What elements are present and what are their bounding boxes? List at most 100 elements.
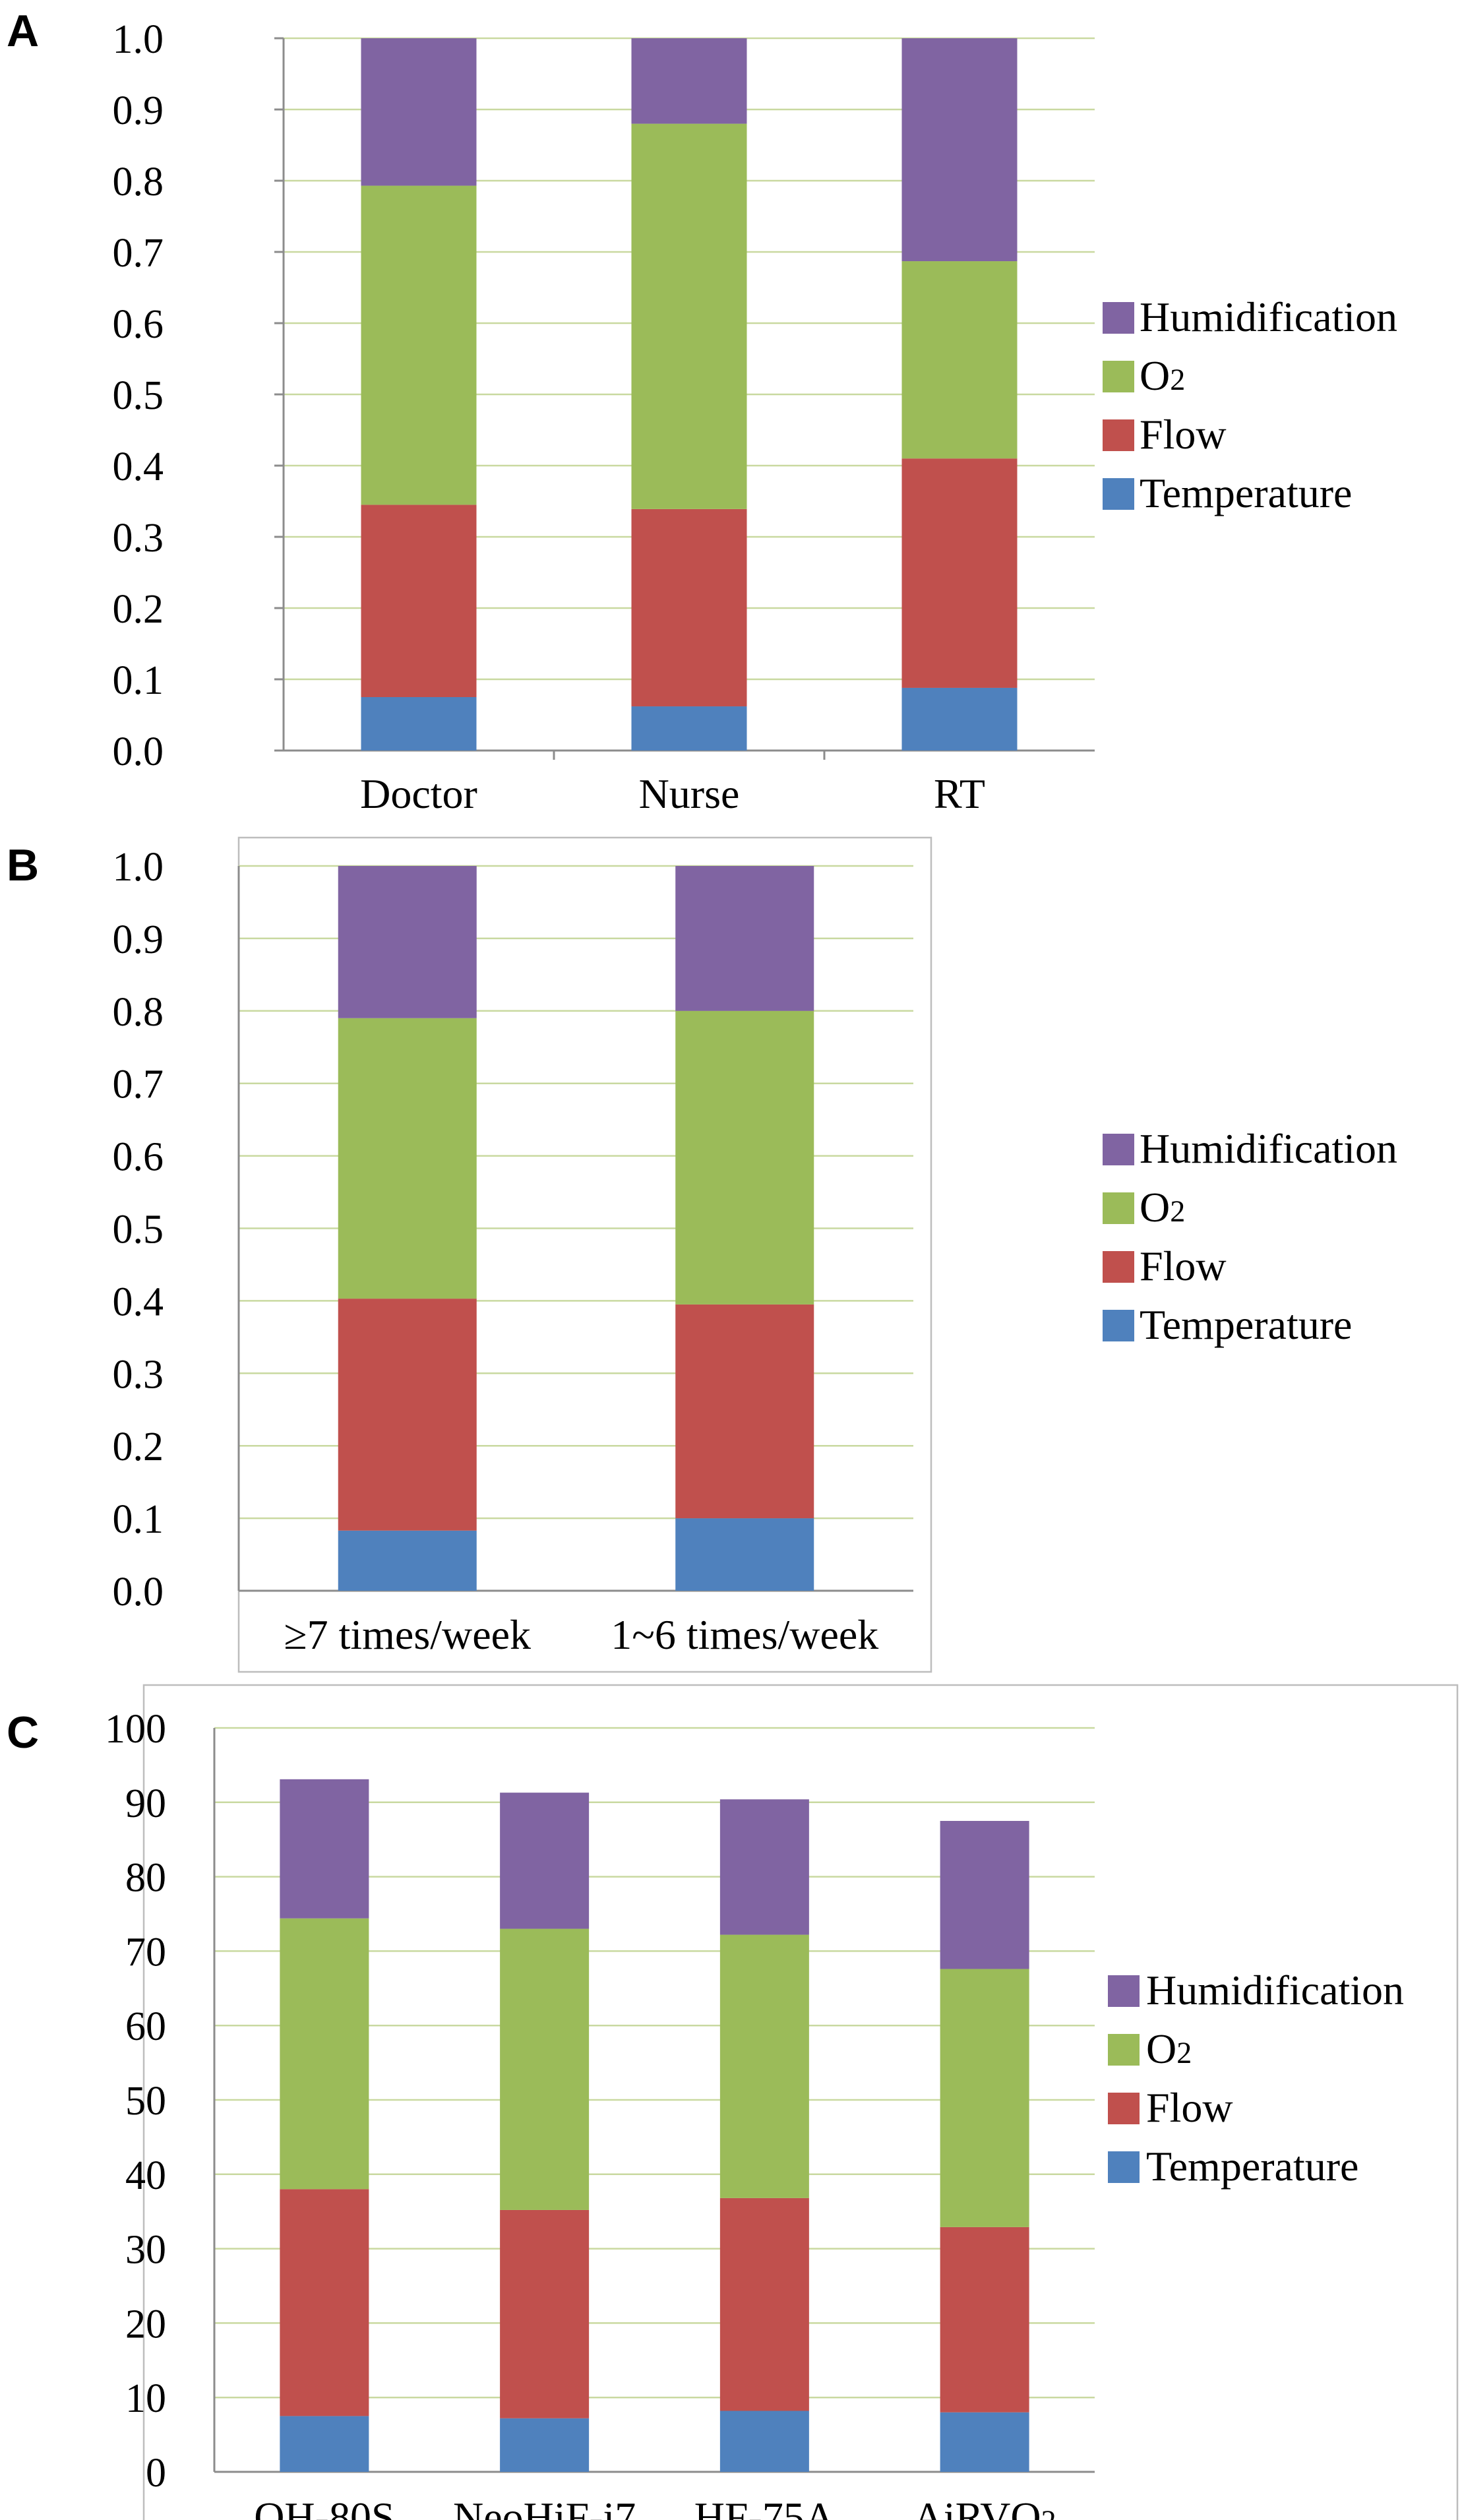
panel-label: C	[7, 1707, 39, 1758]
legend-label-temperature: Temperature	[1140, 470, 1352, 516]
legend-label-o2: O2	[1140, 1184, 1185, 1231]
legend-swatch-o2	[1103, 1192, 1134, 1224]
y-tick-label: 0.4	[113, 445, 164, 489]
y-tick-label: 0.6	[113, 302, 164, 347]
legend-label-temperature: Temperature	[1140, 1301, 1352, 1348]
bar-1-6-times-week-flow	[675, 1304, 814, 1519]
y-tick-label: 0.3	[113, 516, 164, 561]
x-category-label: 1~6 times/week	[611, 1611, 878, 1658]
bar-neohif-i7-temperature	[500, 2418, 590, 2472]
legend-label-humidification: Humidification	[1146, 1967, 1404, 2013]
bar-hf-75a-o2	[719, 1934, 809, 2198]
bar-doctor-o2	[361, 185, 477, 505]
bar-7-times-week-o2	[338, 1018, 477, 1299]
y-tick-label: 1.0	[113, 845, 164, 890]
bar-1-6-times-week-o2	[675, 1010, 814, 1305]
bar-neohif-i7-o2	[500, 1928, 590, 2210]
x-category-label: AiRVO2	[913, 2494, 1056, 2520]
legend-label-o2: O2	[1140, 352, 1185, 399]
legend: Humidification O2 Flow Temperature	[1108, 1967, 1404, 2190]
legend-swatch-humidification	[1108, 1975, 1140, 2007]
y-tick-label: 70	[125, 1930, 166, 1975]
y-tick-label: 0.1	[113, 658, 164, 703]
y-tick-label: 0.8	[113, 990, 164, 1035]
bar-airvo2-flow	[940, 2227, 1029, 2412]
x-category-label: RT	[934, 770, 985, 817]
x-category-label: OH-80S	[254, 2494, 394, 2520]
legend-swatch-flow	[1103, 1251, 1134, 1283]
y-tick-label: 0.9	[113, 88, 164, 133]
y-tick-label: 1.0	[113, 17, 164, 62]
bar-rt-o2	[901, 261, 1018, 459]
legend-label-flow: Flow	[1140, 1243, 1227, 1289]
x-category-label: NeoHiF-i7	[453, 2494, 636, 2520]
bar-oh-80s-temperature	[280, 2416, 369, 2472]
panel-label: A	[7, 6, 39, 56]
bar-oh-80s-flow	[280, 2189, 369, 2416]
legend-swatch-temperature	[1103, 1310, 1134, 1341]
y-tick-label: 50	[125, 2079, 166, 2124]
y-tick-label: 80	[125, 1856, 166, 1901]
legend-label-temperature: Temperature	[1146, 2143, 1358, 2190]
y-tick-label: 0.3	[113, 1352, 164, 1397]
bar-oh-80s-o2	[280, 1918, 369, 2190]
panel-label: B	[7, 840, 39, 890]
legend-swatch-flow	[1103, 419, 1134, 451]
legend-swatch-o2	[1108, 2034, 1140, 2066]
y-tick-label: 100	[105, 1707, 166, 1752]
y-tick-label: 10	[125, 2376, 166, 2421]
legend-swatch-temperature	[1103, 478, 1134, 510]
y-tick-label: 0.0	[113, 729, 164, 774]
y-tick-label: 0.8	[113, 160, 164, 204]
x-category-label: Nurse	[639, 770, 740, 817]
bar-hf-75a-humidification	[719, 1799, 809, 1935]
bar-airvo2-o2	[940, 1969, 1029, 2227]
bar-rt-temperature	[901, 687, 1018, 751]
bar-7-times-week-temperature	[338, 1530, 477, 1591]
y-tick-label: 0.2	[113, 1425, 164, 1469]
y-tick-label: 0.2	[113, 587, 164, 632]
legend-label-flow: Flow	[1146, 2084, 1233, 2131]
legend-swatch-flow	[1108, 2093, 1140, 2124]
chart-panel-c: C 0 10 20 30 40 50 60 70 80 90 100 OH-80S NeoHiF-i7 HF…	[7, 1684, 1459, 2520]
y-tick-label: 30	[125, 2228, 166, 2273]
y-tick-label: 0.4	[113, 1279, 164, 1324]
chart-panel-b: B 0.0 0.1 0.2 0.3 0.4 0.5 0.6 0.7 0.8 0.9 1.0 ≥7 tim…	[7, 836, 1397, 1673]
bar-hf-75a-temperature	[719, 2411, 809, 2472]
y-tick-label: 40	[125, 2153, 166, 2198]
legend-swatch-temperature	[1108, 2151, 1140, 2183]
bar-1-6-times-week-temperature	[675, 1518, 814, 1591]
x-category-label: ≥7 times/week	[284, 1611, 531, 1658]
legend-swatch-humidification	[1103, 1134, 1134, 1165]
bar-7-times-week-flow	[338, 1299, 477, 1531]
bar-rt-flow	[901, 458, 1018, 688]
chart-panel-a: A 0.0 0.1 0.2 0.3 0.4 0.5 0.6 0.7 0.8 0.9 1.0 Doctor…	[7, 6, 1397, 817]
y-tick-label: 0.7	[113, 231, 164, 276]
legend: Humidification O2 Flow Temperature	[1103, 1125, 1397, 1348]
legend: Humidification O2 Flow Temperature	[1103, 293, 1397, 516]
bar-airvo2-temperature	[940, 2412, 1029, 2472]
x-category-label: HF-75A	[694, 2494, 835, 2520]
plot-frame	[142, 1684, 1459, 2520]
y-tick-label: 0.6	[113, 1135, 164, 1180]
bar-neohif-i7-flow	[500, 2209, 590, 2418]
bar-doctor-humidification	[361, 38, 477, 186]
bar-oh-80s-humidification	[280, 1779, 369, 1919]
legend-label-flow: Flow	[1140, 411, 1227, 458]
x-category-label: Doctor	[360, 770, 477, 817]
bar-nurse-o2	[631, 123, 747, 509]
bar-1-6-times-week-humidification	[675, 866, 814, 1011]
bar-doctor-flow	[361, 505, 477, 697]
y-tick-label: 60	[125, 2004, 166, 2049]
bar-hf-75a-flow	[719, 2197, 809, 2411]
legend-label-o2: O2	[1146, 2025, 1192, 2072]
legend-label-humidification: Humidification	[1140, 1125, 1397, 1172]
legend-swatch-o2	[1103, 361, 1134, 392]
bar-neohif-i7-humidification	[500, 1793, 590, 1929]
bar-doctor-temperature	[361, 697, 477, 751]
y-tick-label: 20	[125, 2302, 166, 2347]
y-tick-label: 0.9	[113, 917, 164, 962]
bar-airvo2-humidification	[940, 1821, 1029, 1969]
bar-nurse-humidification	[631, 38, 747, 124]
